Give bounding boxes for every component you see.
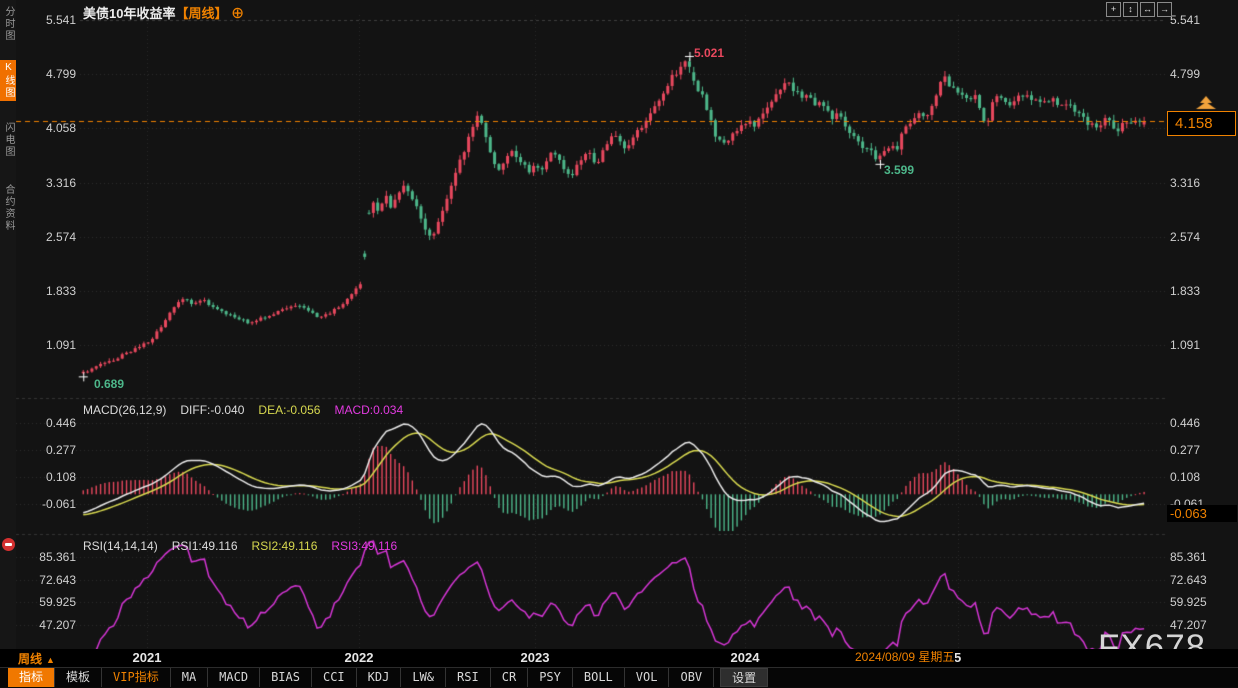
macd-tick-right: 0.277 bbox=[1170, 443, 1201, 458]
chevron-up-icon: ▲ bbox=[46, 655, 55, 665]
btn-settings[interactable]: 设置 bbox=[720, 668, 769, 687]
last-price-badge: 4.158 bbox=[1167, 111, 1236, 136]
macd-last-value-badge: -0.063 bbox=[1167, 505, 1237, 522]
macd-macd-value: MACD:0.034 bbox=[334, 403, 404, 417]
tab-indicator[interactable]: 指标 bbox=[8, 668, 56, 687]
macd-tick-left: 0.446 bbox=[45, 416, 76, 431]
instrument-title: 美债10年收益率 bbox=[83, 6, 176, 21]
x-axis-scale-icon[interactable]: ↔ bbox=[1140, 2, 1155, 17]
tab-template[interactable]: 模板 bbox=[55, 668, 103, 687]
rsi-tick-left: 72.643 bbox=[39, 572, 76, 587]
rsi-tick-left: 59.925 bbox=[39, 595, 76, 610]
macd-tick-left: -0.061 bbox=[41, 497, 76, 512]
price-start-low-annotation: 0.689 bbox=[94, 377, 125, 391]
rsi2-value: RSI2:49.116 bbox=[251, 539, 318, 553]
period-tag: 【周线】 bbox=[175, 6, 228, 21]
indicator-toolbar: 指标 模板 VIP指标 MA MACD BIAS CCI KDJ LW& RSI CR PSY BOLL… bbox=[0, 667, 1238, 687]
year-label-2023: 2023 bbox=[520, 650, 550, 665]
top-right-icons: + ↕ ↔ → bbox=[1104, 2, 1172, 20]
rsi-indicator-name: RSI(14,14,14) bbox=[83, 539, 158, 553]
add-compare-icon[interactable]: ⊕ bbox=[231, 6, 245, 21]
btn-lw[interactable]: LW& bbox=[401, 668, 447, 687]
price-tick-left: 3.316 bbox=[45, 175, 76, 190]
x-axis-row: 周线 ▲ 5 2024/08/09 星期五 2021 2022 2023 2024 bbox=[0, 649, 1238, 667]
sidebar-item-time-chart[interactable]: 分时图 bbox=[3, 6, 14, 42]
btn-ma[interactable]: MA bbox=[171, 668, 209, 687]
price-2024-low-annotation: 3.599 bbox=[884, 163, 915, 177]
macd-dea-value: DEA:-0.056 bbox=[258, 403, 321, 417]
price-tick-left: 4.058 bbox=[45, 121, 76, 136]
price-tick-right: 2.574 bbox=[1170, 229, 1201, 244]
price-tick-left: 1.833 bbox=[45, 283, 76, 298]
year-label-2022: 2022 bbox=[344, 650, 374, 665]
price-tick-left: 5.541 bbox=[45, 13, 76, 27]
year-label-2024: 2024 bbox=[730, 650, 760, 665]
sidebar-item-lightning-chart[interactable]: 闪电图 bbox=[3, 122, 14, 158]
price-tick-left: 4.799 bbox=[45, 67, 76, 82]
btn-rsi[interactable]: RSI bbox=[446, 668, 491, 687]
price-tick-right: 4.799 bbox=[1170, 67, 1201, 82]
btn-bias[interactable]: BIAS bbox=[260, 668, 312, 687]
macd-diff-value: DIFF:-0.040 bbox=[180, 403, 245, 417]
sidebar-item-kline-chart[interactable]: K线图 bbox=[0, 60, 16, 101]
btn-cci[interactable]: CCI bbox=[312, 668, 357, 687]
rsi1-value: RSI1:49.116 bbox=[171, 539, 238, 553]
btn-kdj[interactable]: KDJ bbox=[357, 668, 402, 687]
price-tick-right: 1.091 bbox=[1170, 338, 1201, 353]
macd-indicator-name: MACD(26,12,9) bbox=[83, 403, 167, 417]
price-tick-left: 2.574 bbox=[45, 229, 76, 244]
macd-tick-left: 0.277 bbox=[45, 443, 76, 458]
chart-title: 美债10年收益率【周线】 ⊕ bbox=[83, 3, 244, 22]
price-tick-right: 1.833 bbox=[1170, 283, 1201, 298]
year-label-partial: 5 bbox=[954, 650, 962, 665]
btn-macd[interactable]: MACD bbox=[208, 668, 261, 687]
rsi-tick-right: 85.361 bbox=[1170, 549, 1207, 564]
rsi-tick-right: 59.925 bbox=[1170, 595, 1207, 610]
price-high-annotation: 5.021 bbox=[694, 46, 725, 60]
live-indicator-icon[interactable] bbox=[2, 538, 15, 551]
rsi-tick-left: 85.361 bbox=[39, 549, 76, 564]
btn-psy[interactable]: PSY bbox=[528, 668, 573, 687]
rsi-header: RSI(14,14,14) RSI1:49.116 RSI2:49.116 RSI3:… bbox=[83, 539, 411, 553]
macd-tick-right: 0.446 bbox=[1170, 416, 1201, 431]
period-selector[interactable]: 周线 ▲ bbox=[18, 650, 55, 667]
rsi-tick-right: 72.643 bbox=[1170, 572, 1207, 587]
btn-obv[interactable]: OBV bbox=[669, 668, 715, 687]
year-label-2021: 2021 bbox=[132, 650, 162, 665]
crosshair-icon[interactable]: + bbox=[1106, 2, 1121, 17]
macd-tick-left: 0.108 bbox=[45, 470, 76, 485]
date-label-box: 2024/08/09 星期五 bbox=[853, 649, 955, 666]
macd-tick-right: 0.108 bbox=[1170, 470, 1201, 485]
rsi-tick-right: 47.207 bbox=[1170, 618, 1207, 632]
price-tick-left: 1.091 bbox=[45, 338, 76, 353]
rsi-tick-left: 47.207 bbox=[39, 618, 76, 632]
macd-header: MACD(26,12,9) DIFF:-0.040 DEA:-0.056 MACD:0… bbox=[83, 403, 417, 417]
tab-vip-indicator[interactable]: VIP指标 bbox=[102, 668, 171, 687]
price-tick-right: 5.541 bbox=[1170, 13, 1201, 27]
left-sidebar: 分时图 K线图闪电图合约资料 bbox=[0, 0, 16, 687]
btn-vol[interactable]: VOL bbox=[625, 668, 670, 687]
sidebar-item-contract-info[interactable]: 合约资料 bbox=[3, 184, 14, 232]
price-tick-right: 3.316 bbox=[1170, 175, 1201, 190]
shift-right-icon[interactable]: → bbox=[1157, 2, 1172, 17]
y-axis-scale-icon[interactable]: ↕ bbox=[1123, 2, 1138, 17]
btn-boll[interactable]: BOLL bbox=[573, 668, 625, 687]
btn-cr[interactable]: CR bbox=[491, 668, 529, 687]
rsi3-value: RSI3:49.116 bbox=[331, 539, 398, 553]
period-selector-label: 周线 bbox=[18, 652, 43, 666]
